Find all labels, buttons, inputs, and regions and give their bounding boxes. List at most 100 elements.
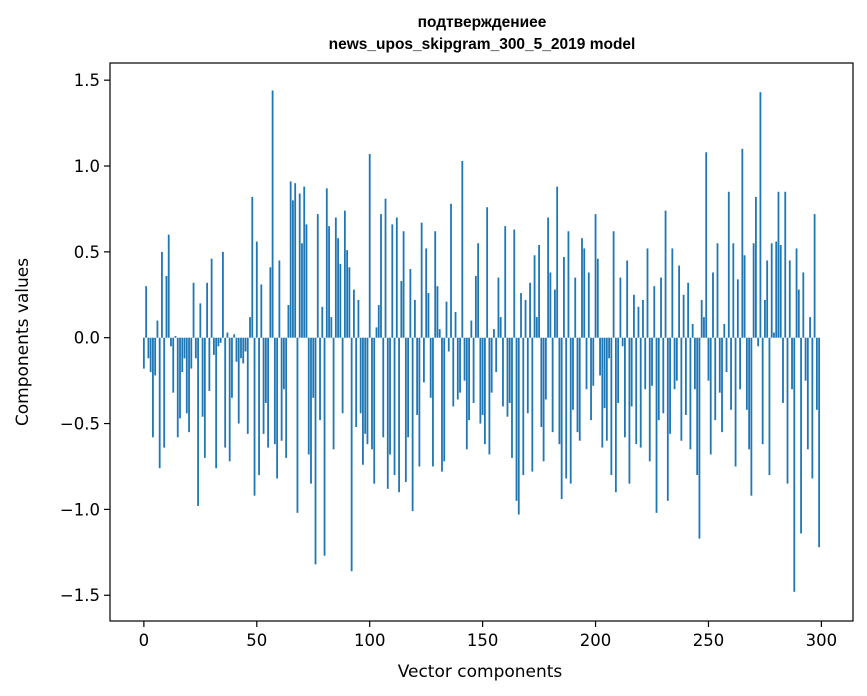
- bar: [671, 248, 674, 338]
- bar: [791, 337, 793, 390]
- x-tick-label: 100: [354, 631, 386, 650]
- bar: [793, 337, 796, 592]
- bar: [605, 337, 608, 441]
- bar: [246, 337, 249, 434]
- bar: [199, 303, 202, 338]
- bar: [172, 337, 175, 393]
- bar: [407, 337, 410, 438]
- y-tick-label: 1.5: [74, 71, 100, 90]
- bar: [206, 282, 209, 338]
- bar: [305, 224, 308, 338]
- bar: [339, 263, 342, 338]
- bar: [463, 337, 466, 381]
- bar: [174, 335, 177, 338]
- bar: [567, 231, 570, 338]
- bar: [278, 260, 281, 338]
- bar: [398, 337, 400, 493]
- bar: [703, 317, 705, 338]
- bar: [646, 248, 649, 338]
- bar: [404, 337, 407, 482]
- bar: [154, 337, 157, 376]
- bar: [748, 337, 751, 450]
- bar: [477, 243, 480, 338]
- bar: [633, 294, 635, 338]
- bar: [298, 193, 301, 338]
- bar: [515, 337, 518, 501]
- bar: [190, 337, 193, 369]
- x-tick-label: 150: [467, 631, 499, 650]
- bar: [560, 337, 563, 500]
- bar: [637, 306, 640, 338]
- bar: [626, 260, 629, 338]
- bar: [310, 337, 312, 484]
- bar: [282, 337, 285, 390]
- bar: [267, 337, 269, 448]
- bar: [750, 337, 753, 496]
- bar: [601, 337, 604, 448]
- bar: [226, 332, 229, 338]
- bar: [662, 337, 665, 414]
- y-tick-label: −1.0: [60, 500, 100, 519]
- bar: [163, 337, 166, 448]
- bar: [251, 196, 254, 338]
- bar: [694, 337, 696, 390]
- bar: [228, 337, 231, 462]
- bar: [445, 301, 448, 338]
- bar: [371, 337, 373, 450]
- bar: [400, 281, 403, 338]
- bar: [696, 337, 699, 476]
- x-tick-label: 200: [580, 631, 612, 650]
- bar: [730, 337, 732, 410]
- bar: [777, 191, 780, 338]
- bar: [219, 337, 222, 343]
- bar: [285, 337, 288, 458]
- bar: [732, 243, 735, 338]
- bar: [271, 90, 274, 338]
- bar: [768, 337, 771, 476]
- bar: [687, 282, 690, 338]
- bar: [411, 337, 414, 512]
- bar: [197, 337, 199, 506]
- bar: [450, 203, 452, 338]
- bar: [743, 255, 746, 338]
- bar: [499, 317, 502, 338]
- bar: [152, 337, 154, 438]
- bar: [355, 337, 358, 427]
- bar: [321, 306, 324, 338]
- bar: [587, 272, 590, 338]
- bar: [540, 337, 543, 427]
- bar: [273, 337, 276, 445]
- bar: [429, 337, 432, 398]
- bar: [734, 337, 737, 467]
- bar: [258, 337, 260, 476]
- bar: [578, 337, 581, 441]
- bar: [786, 337, 789, 484]
- bar: [165, 275, 168, 338]
- bar: [307, 337, 310, 455]
- bar: [682, 294, 685, 338]
- x-tick-label: 0: [139, 631, 150, 650]
- bar: [364, 337, 367, 434]
- bar: [357, 299, 360, 338]
- bar: [795, 248, 798, 338]
- bar: [384, 198, 387, 338]
- bar: [612, 231, 615, 338]
- bar: [718, 337, 721, 393]
- bar: [549, 272, 552, 338]
- bars-group: [142, 90, 821, 592]
- bar: [614, 337, 617, 493]
- y-axis-label: Components values: [13, 258, 33, 426]
- bar: [276, 337, 279, 479]
- bar: [158, 337, 161, 469]
- bar: [508, 337, 511, 403]
- bar: [167, 234, 170, 338]
- bar: [375, 327, 378, 338]
- bar: [809, 317, 811, 338]
- chart-title-line-2: news_upos_skipgram_300_5_2019 model: [329, 36, 636, 53]
- bar: [486, 207, 489, 338]
- bar: [145, 286, 148, 338]
- bar: [761, 337, 764, 445]
- bar: [481, 337, 484, 415]
- bar: [811, 337, 814, 479]
- bar: [797, 289, 800, 338]
